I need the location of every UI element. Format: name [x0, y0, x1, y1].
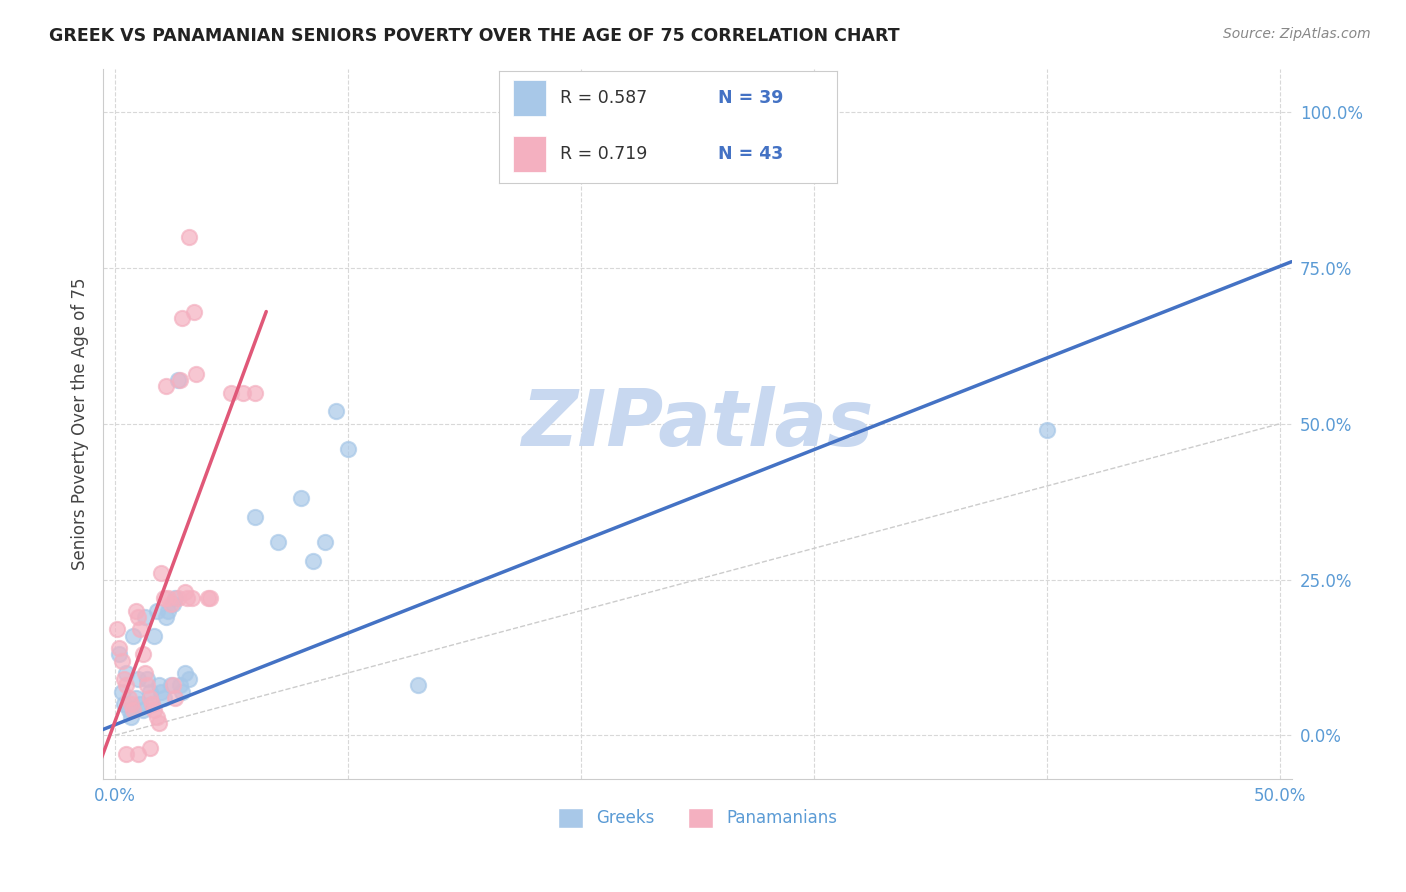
Point — [152, 591, 174, 606]
Point — [186, 367, 208, 381]
Point — [136, 672, 159, 686]
Point — [134, 610, 156, 624]
Point — [120, 709, 142, 723]
Point — [138, 740, 160, 755]
Point — [132, 648, 155, 662]
Point — [129, 623, 152, 637]
Point — [159, 678, 181, 692]
Point — [221, 385, 243, 400]
Text: N = 39: N = 39 — [718, 89, 783, 107]
Point — [157, 604, 180, 618]
Point — [302, 554, 325, 568]
Point — [150, 684, 173, 698]
Point — [138, 684, 160, 698]
Point — [141, 697, 163, 711]
Point — [157, 591, 180, 606]
Point — [325, 404, 347, 418]
Point — [122, 703, 145, 717]
Point — [180, 591, 202, 606]
Text: GREEK VS PANAMANIAN SENIORS POVERTY OVER THE AGE OF 75 CORRELATION CHART: GREEK VS PANAMANIAN SENIORS POVERTY OVER… — [49, 27, 900, 45]
Point — [111, 653, 134, 667]
Point — [127, 610, 149, 624]
Point — [406, 678, 429, 692]
Text: N = 43: N = 43 — [718, 145, 783, 163]
Point — [267, 535, 290, 549]
Point — [176, 591, 198, 606]
Point — [179, 672, 201, 686]
Point — [159, 598, 181, 612]
Point — [122, 629, 145, 643]
Point — [173, 585, 195, 599]
Legend: Greeks, Panamanians: Greeks, Panamanians — [551, 801, 844, 835]
Point — [172, 684, 194, 698]
Point — [127, 747, 149, 761]
Point — [162, 678, 184, 692]
Point — [145, 604, 167, 618]
Point — [172, 310, 194, 325]
Point — [141, 697, 163, 711]
Point — [290, 491, 312, 506]
Point — [179, 229, 201, 244]
Point — [148, 678, 170, 692]
Point — [162, 598, 184, 612]
Point — [173, 665, 195, 680]
Point — [166, 591, 188, 606]
Point — [150, 566, 173, 581]
Point — [115, 747, 138, 761]
Point — [108, 648, 131, 662]
Point — [120, 697, 142, 711]
Point — [132, 703, 155, 717]
Point — [111, 684, 134, 698]
Point — [145, 709, 167, 723]
Point — [336, 442, 359, 456]
Bar — [513, 80, 547, 116]
Point — [138, 690, 160, 705]
Point — [115, 665, 138, 680]
Point — [136, 678, 159, 692]
Text: R = 0.719: R = 0.719 — [560, 145, 647, 163]
Point — [155, 610, 177, 624]
Point — [125, 690, 148, 705]
Point — [155, 379, 177, 393]
Point — [118, 690, 141, 705]
Point — [165, 591, 187, 606]
Point — [200, 591, 222, 606]
Point — [115, 678, 138, 692]
Point — [166, 373, 188, 387]
Point — [165, 690, 187, 705]
Point — [118, 703, 141, 717]
Text: ZIPatlas: ZIPatlas — [522, 385, 873, 462]
Point — [127, 672, 149, 686]
Point — [1036, 423, 1059, 437]
Text: Source: ZipAtlas.com: Source: ZipAtlas.com — [1223, 27, 1371, 41]
Point — [314, 535, 336, 549]
Point — [112, 672, 135, 686]
Bar — [513, 136, 547, 171]
Point — [108, 641, 131, 656]
Point — [134, 665, 156, 680]
Point — [112, 697, 135, 711]
Point — [169, 678, 191, 692]
Point — [197, 591, 219, 606]
Point — [152, 690, 174, 705]
Point — [183, 304, 205, 318]
Point — [232, 385, 254, 400]
Text: R = 0.587: R = 0.587 — [560, 89, 647, 107]
Point — [169, 373, 191, 387]
Point — [143, 703, 166, 717]
Point — [143, 629, 166, 643]
Point — [105, 623, 128, 637]
Point — [243, 510, 266, 524]
Point — [243, 385, 266, 400]
Point — [148, 715, 170, 730]
Y-axis label: Seniors Poverty Over the Age of 75: Seniors Poverty Over the Age of 75 — [72, 277, 89, 570]
Point — [125, 604, 148, 618]
Point — [129, 697, 152, 711]
